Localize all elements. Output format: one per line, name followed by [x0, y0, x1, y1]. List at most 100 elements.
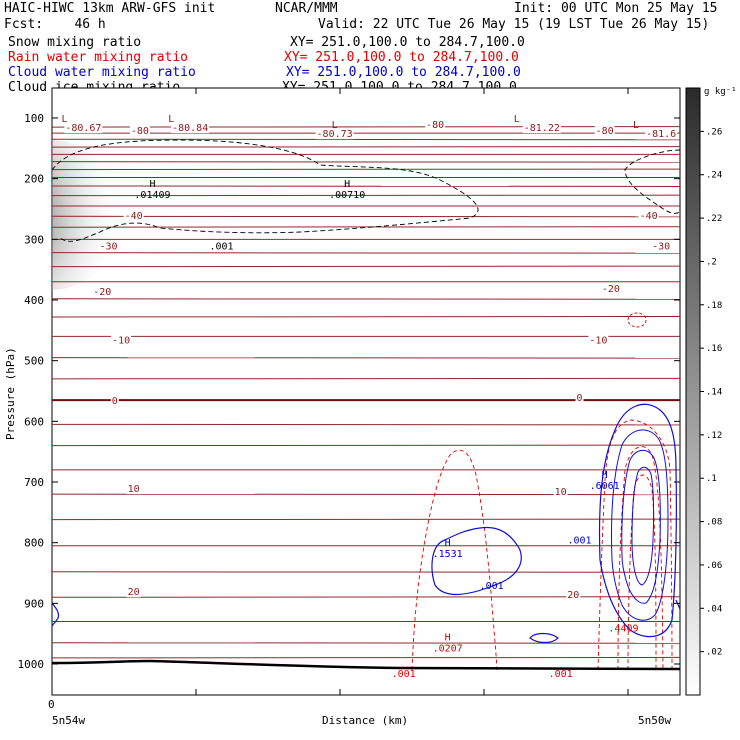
- temperature-label: -40: [125, 211, 143, 222]
- temperature-label-bg: [126, 484, 141, 495]
- isotherm-line: [52, 215, 680, 218]
- temperature-label: -80.73: [317, 129, 353, 140]
- colorbar-tick-label: .02: [706, 648, 722, 658]
- temperature-label: 0: [577, 393, 583, 404]
- snow-label-value: .001: [210, 241, 234, 252]
- temperature-label-bg: [315, 129, 354, 140]
- rain-contour-inner: [617, 446, 664, 671]
- isotherm-line: [52, 265, 680, 268]
- isotherm-line: [52, 315, 680, 318]
- isotherm-line: [52, 423, 680, 426]
- temperature-label: -81.22: [524, 123, 560, 134]
- temperature-label: 20: [567, 590, 579, 601]
- field-cloudwater-label: Cloud water mixing ratio: [8, 65, 196, 80]
- isotherm-line: [52, 656, 680, 659]
- isotherm-line: [52, 252, 680, 254]
- y-tick-label: 100: [24, 112, 44, 125]
- colorbar-tick-label: .18: [706, 301, 722, 311]
- temperature-label: 10: [128, 484, 140, 495]
- isotherm-line: [52, 596, 680, 598]
- temperature-label: -10: [112, 335, 130, 346]
- cloud-water-contour-left-edge: [52, 602, 60, 627]
- org-label: NCAR/MMM: [275, 1, 338, 16]
- temperature-label-bg: [645, 129, 678, 140]
- temperature-label: -80: [596, 126, 614, 137]
- x-left-label: 5n54w: [52, 714, 85, 727]
- temperature-label-bg: [92, 286, 113, 297]
- y-tick-label: 500: [24, 355, 44, 368]
- snow-contour-right: [624, 149, 680, 214]
- colorbar-tick-label: .12: [706, 431, 722, 441]
- isotherm-line: [52, 493, 680, 496]
- colorbar-tick-label: .16: [706, 344, 722, 354]
- cloud-water-label-value: .001: [480, 581, 504, 592]
- rain-label-value: .0207: [433, 644, 463, 655]
- snow-label-marker: H: [149, 179, 155, 190]
- colorbar-unit: g kg⁻¹: [704, 87, 737, 97]
- y-tick-label: 200: [24, 173, 44, 186]
- low-marker: L: [514, 114, 520, 125]
- contour-labels: -80.67 -80 -80.84 -80.73 -80 -81.22 -80 -81.6 -4…: [62, 114, 678, 680]
- field-rain-label: Rain water mixing ratio: [8, 50, 189, 65]
- temperature-label: -40: [640, 211, 658, 222]
- temperature-label: -30: [652, 241, 670, 252]
- field-rain-xy: XY= 251.0,100.0 to 284.7,100.0: [284, 50, 519, 65]
- isotherm-line: [52, 168, 680, 171]
- temperature-label-bg: [594, 126, 615, 137]
- cloud-water-contour-right-edge: [675, 599, 680, 611]
- temperature-label: -20: [93, 287, 111, 298]
- ground-line: [52, 659, 680, 671]
- isotherm-line: [52, 571, 680, 573]
- temperature-label-bg: [575, 393, 584, 404]
- temperature-label: -80: [426, 120, 444, 131]
- temperature-label: 20: [128, 587, 140, 598]
- cloud-water-contour-right-2: [610, 429, 669, 621]
- rain-small-contour: [627, 312, 647, 328]
- x-axis: [195, 88, 629, 695]
- temperature-label: -20: [602, 284, 620, 295]
- temperature-label-bg: [553, 487, 568, 498]
- temperature-label-bg: [425, 120, 446, 131]
- low-marker: L: [633, 120, 639, 131]
- y-tick-label: 1000: [18, 658, 45, 671]
- valid-time: Valid: 22 UTC Tue 26 May 15 (19 LST Tue …: [318, 17, 710, 32]
- isotherm-line: [52, 298, 680, 300]
- x-axis-label: Distance (km): [322, 714, 408, 727]
- cloud-water-contour-right: [598, 403, 677, 638]
- temperature-label-bg: [129, 126, 150, 137]
- isotherm-line: [52, 161, 680, 163]
- y-tick-label: 800: [24, 537, 44, 550]
- isotherm-line: [52, 444, 680, 447]
- rain-label-value: .001: [549, 669, 573, 680]
- y-tick-label: 400: [24, 294, 44, 307]
- y-tick-label: 900: [24, 597, 44, 610]
- isotherm-line: [52, 185, 680, 187]
- init-time: Init: 00 UTC Mon 25 May 15: [514, 1, 718, 16]
- low-marker: L: [168, 114, 174, 125]
- isotherm-line: [52, 377, 680, 380]
- cloud-water-contour-right-4: [631, 466, 655, 586]
- colorbar: [685, 87, 701, 696]
- y-tick-label: 700: [24, 476, 44, 489]
- field-snow-xy: XY= 251.0,100.0 to 284.7,100.0: [290, 35, 525, 50]
- colorbar-tick-label: .1: [706, 474, 717, 484]
- rain-contour-right: [597, 419, 673, 671]
- cloud-water-label-marker: H: [602, 470, 608, 481]
- temperature-label-bg: [600, 283, 621, 294]
- temperature-label: -80.84: [172, 123, 208, 134]
- cloud-water-label-value: .6061: [590, 481, 620, 492]
- temperature-label-bg: [566, 590, 581, 601]
- isotherm-line: [52, 357, 680, 359]
- temperature-label: -80.67: [65, 123, 101, 134]
- temperature-label: 10: [555, 487, 567, 498]
- rain-label-marker: H: [445, 633, 451, 644]
- cloud-water-label-value: .001: [567, 536, 591, 547]
- colorbar-ticks: .26 .24 .22 .2 .18 .16 .14 .12 .1 .08 .06 .04 .02: [700, 127, 722, 658]
- field-cloudwater-xy: XY= 251.0,100.0 to 284.7,100.0: [286, 65, 521, 80]
- cloud-water-contour-right-3: [621, 449, 661, 604]
- forecast-hour: Fcst: 46 h: [4, 17, 106, 32]
- temperature-label-bg: [522, 123, 561, 134]
- temperature-label: 0: [112, 396, 118, 407]
- y-tick-label: 600: [24, 415, 44, 428]
- isotherm-line: [52, 226, 680, 228]
